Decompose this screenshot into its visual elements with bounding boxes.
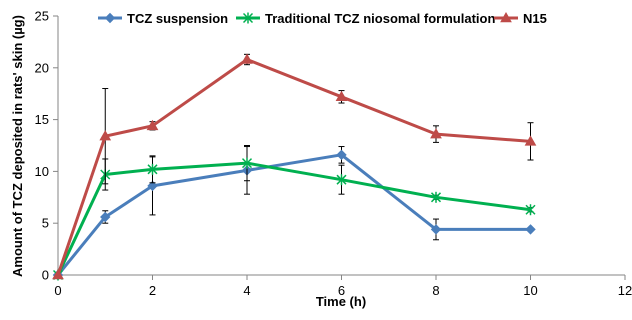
series-layer xyxy=(52,53,537,281)
data-point xyxy=(99,130,112,141)
x-axis-title: Time (h) xyxy=(316,294,366,309)
axes xyxy=(57,16,625,276)
x-tick-label: 10 xyxy=(523,283,537,298)
series-n15 xyxy=(52,53,537,280)
y-tick-label: 15 xyxy=(35,112,49,127)
y-axis-title: Amount of TCZ deposited in rats' skin (µ… xyxy=(10,15,25,277)
legend-label: TCZ suspension xyxy=(127,11,228,26)
x-tick-label: 2 xyxy=(149,283,156,298)
data-point xyxy=(525,204,536,216)
data-point xyxy=(430,191,442,203)
data-point xyxy=(52,268,64,280)
series-traditional-tcz-niosomal-formulation xyxy=(52,145,536,281)
data-point xyxy=(241,53,253,64)
data-point xyxy=(335,90,348,102)
data-point xyxy=(100,211,111,223)
data-point xyxy=(241,157,253,169)
data-point xyxy=(336,149,347,161)
y-tick-label: 5 xyxy=(42,216,49,231)
legend-marker xyxy=(242,12,254,24)
data-point xyxy=(430,128,442,139)
y-tick-label: 25 xyxy=(35,9,49,24)
x-tick-label: 0 xyxy=(54,283,61,298)
data-point xyxy=(147,180,158,192)
data-point xyxy=(430,224,442,235)
series-tcz-suspension xyxy=(52,146,536,281)
data-point xyxy=(524,135,537,146)
data-point xyxy=(146,119,159,131)
x-tick-label: 6 xyxy=(338,283,345,298)
data-point xyxy=(525,224,536,235)
x-tick-label: 4 xyxy=(243,283,250,298)
legend-item-tcz-suspension: TCZ suspension xyxy=(98,11,228,26)
y-tick-label: 20 xyxy=(35,60,49,75)
x-tick-label: 8 xyxy=(432,283,439,298)
ticks: 0 5 10 15 20 25 0 2 4 6 8 10 12 xyxy=(35,9,632,299)
series-line xyxy=(56,58,531,276)
data-point xyxy=(147,163,158,175)
legend: TCZ suspension Traditional TCZ niosomal f… xyxy=(98,11,547,26)
legend-label: Traditional TCZ niosomal formulation xyxy=(265,11,495,26)
legend-label: N15 xyxy=(523,11,547,26)
legend-marker xyxy=(104,12,116,24)
series-line xyxy=(56,161,531,276)
legend-marker xyxy=(500,11,512,23)
legend-item-traditional-tcz-niosomal-formulation: Traditional TCZ niosomal formulation xyxy=(236,11,495,26)
data-point xyxy=(336,174,347,186)
y-tick-label: 10 xyxy=(35,164,49,179)
y-tick-label: 0 xyxy=(42,268,49,283)
legend-item-n15: N15 xyxy=(494,11,547,26)
x-tick-label: 12 xyxy=(618,283,632,298)
